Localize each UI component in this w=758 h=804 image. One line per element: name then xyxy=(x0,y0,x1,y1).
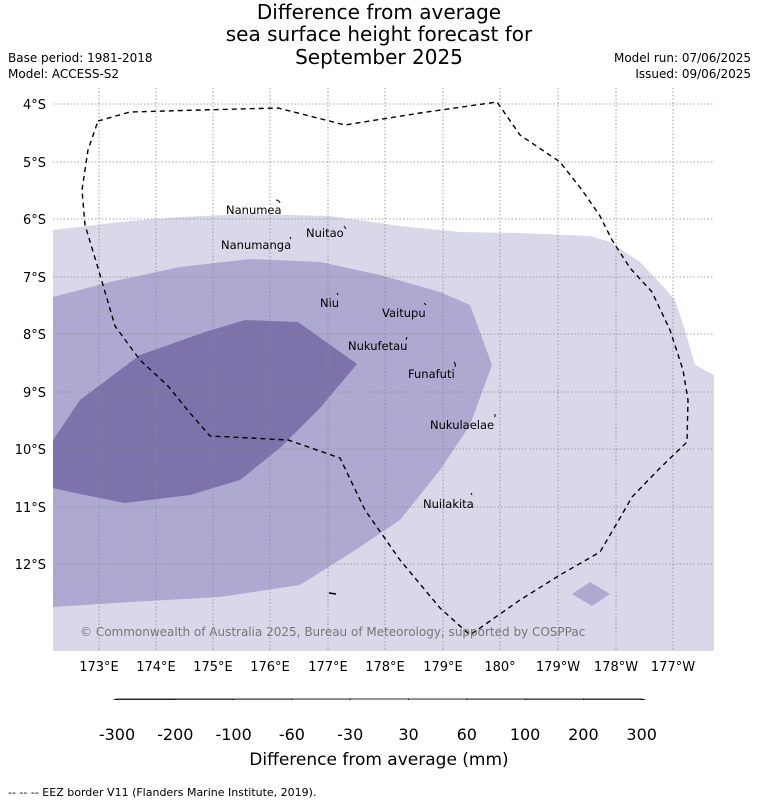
colorbar-segment xyxy=(583,698,643,700)
latitude-label: 6°S xyxy=(23,213,46,228)
colorbar-segment xyxy=(116,698,176,700)
contour-200-100 xyxy=(53,320,357,503)
island-marker-vaitupu xyxy=(423,302,427,306)
eez-border xyxy=(81,101,689,636)
base-period: Base period: 1981-2018 xyxy=(8,51,153,65)
island-label: Nanumea xyxy=(226,203,282,217)
island-label: Nanumanga xyxy=(221,238,291,252)
colorbar-tick-label: 100 xyxy=(509,725,541,744)
colorbar-extend-high xyxy=(641,698,647,700)
longitude-label: 179°W xyxy=(536,660,580,675)
colorbar-segment xyxy=(291,698,351,700)
latitude-labels: 4°S 5°S 6°S 7°S 8°S 9°S 10°S 11°S 12°S xyxy=(15,98,46,573)
island-marker-nukufetau xyxy=(405,336,408,341)
colorbar-tick-label: -30 xyxy=(337,725,364,744)
anomaly-map: Nanumea Nuitao Nanumanga Niu Vaitupu Nuk… xyxy=(15,88,714,700)
latitude-label: 7°S xyxy=(23,271,46,286)
contour-patch-se xyxy=(572,582,610,606)
colorbar-tick-label: -100 xyxy=(215,725,252,744)
longitude-label: 173°E xyxy=(79,660,119,675)
island-marker-nuitao xyxy=(343,225,347,230)
colorbar-label: Difference from average (mm) xyxy=(249,750,509,770)
title-line-1: Difference from average xyxy=(256,0,502,24)
colorbar-tick-label: 30 xyxy=(398,725,419,744)
longitude-label: 177°E xyxy=(308,660,348,675)
latitude-label: 12°S xyxy=(15,558,46,573)
colorbar-extend-low xyxy=(112,698,118,700)
latitude-label: 10°S xyxy=(15,443,46,458)
colorbar-tick-label: -60 xyxy=(278,725,305,744)
colorbar-segment xyxy=(408,698,468,700)
island-label: Nukufetau xyxy=(348,339,407,353)
colorbar-tick-label: -200 xyxy=(157,725,194,744)
longitude-label: 177°W xyxy=(651,660,695,675)
latitude-label: 4°S xyxy=(23,98,46,113)
colorbar-tick-label: 300 xyxy=(626,725,657,744)
latitude-label: 11°S xyxy=(15,501,46,516)
colorbar-segment xyxy=(466,698,526,700)
island-label: Vaitupu xyxy=(382,306,426,320)
colorbar-tick-label: 60 xyxy=(456,725,477,744)
island-label: Nuitao xyxy=(306,226,344,240)
island-label: Niu xyxy=(320,296,339,310)
latitude-label: 9°S xyxy=(23,386,46,401)
eez-legend: -- -- -- EEZ border V11 (Flanders Marine… xyxy=(8,786,317,799)
island-label: Funafuti xyxy=(408,367,455,381)
island-marker-niu xyxy=(336,292,339,296)
longitude-label: 180° xyxy=(484,660,515,675)
island-label: Nuilakita xyxy=(423,497,474,511)
longitude-label: 175°E xyxy=(193,660,233,675)
longitude-label: 178°W xyxy=(594,660,638,675)
colorbar xyxy=(112,698,647,700)
colorbar-tick-label: 200 xyxy=(568,725,599,744)
gridlines xyxy=(53,88,714,651)
colorbar-segment xyxy=(524,698,584,700)
copyright-notice: © Commonwealth of Australia 2025, Bureau… xyxy=(80,625,585,639)
latitude-label: 5°S xyxy=(23,156,46,171)
model-run: Model run: 07/06/2025 xyxy=(613,51,751,65)
island-marker-funafuti xyxy=(453,361,456,368)
longitude-label: 178°E xyxy=(365,660,405,675)
issued-date: Issued: 09/06/2025 xyxy=(635,67,751,81)
title-line-2: sea surface height forecast for xyxy=(225,22,533,46)
model-name: Model: ACCESS-S2 xyxy=(8,67,120,81)
longitude-label: 176°E xyxy=(250,660,290,675)
island-speck xyxy=(328,592,337,595)
island-marker-nanumea xyxy=(275,199,281,204)
island-markers xyxy=(275,199,496,496)
island-label: Nukulaelae xyxy=(430,418,494,432)
island-marker-nuilakita xyxy=(470,492,473,496)
colorbar-tick-label: -300 xyxy=(98,725,136,744)
title-line-3: September 2025 xyxy=(295,45,463,69)
longitude-labels: 173°E 174°E 175°E 176°E 177°E 178°E 179°E 180° 1… xyxy=(79,660,695,675)
longitude-label: 179°E xyxy=(423,660,463,675)
colorbar-segment xyxy=(233,698,293,700)
colorbar-segment xyxy=(174,698,235,700)
island-marker-nanumanga xyxy=(289,236,292,240)
longitude-label: 174°E xyxy=(136,660,176,675)
latitude-label: 8°S xyxy=(23,328,46,343)
colorbar-segment xyxy=(349,698,409,700)
